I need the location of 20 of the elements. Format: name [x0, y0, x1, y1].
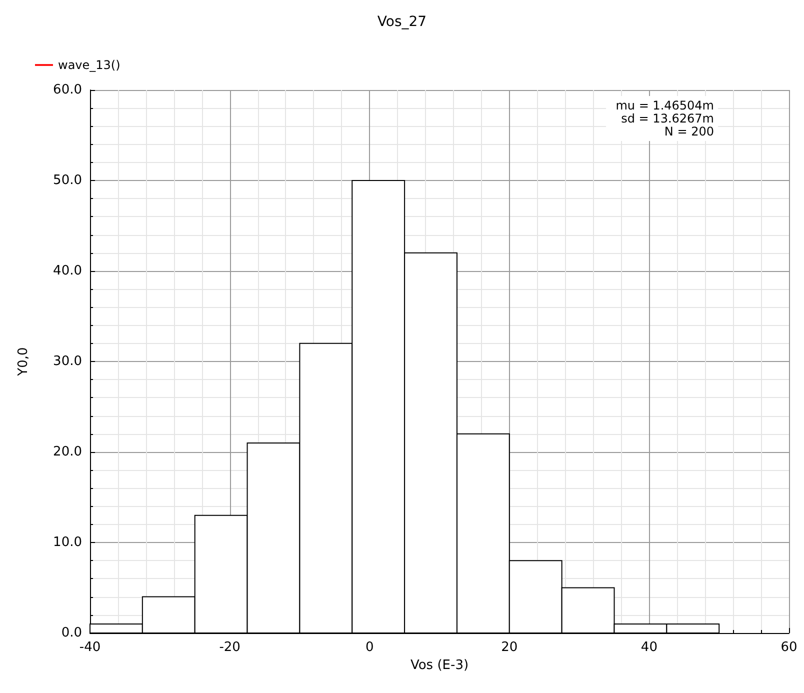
annotation: N = 200: [664, 124, 714, 138]
x-tick-label: -40: [79, 640, 101, 655]
x-axis-title: Vos (E-3): [410, 658, 469, 673]
text: wave_13(): [58, 58, 120, 72]
y-tick-label: 10.0: [53, 535, 82, 550]
chart-title: Vos_27: [377, 14, 427, 30]
y-tick-label: 0.0: [61, 626, 82, 640]
y-tick-label: 40.0: [53, 264, 82, 278]
x-tick-label: 20: [501, 640, 518, 655]
annotation: sd = 13.6267m: [621, 112, 714, 126]
y-tick-label: 60.0: [53, 82, 82, 98]
x-tick-label: -20: [219, 640, 240, 655]
y-tick-label: 30.0: [53, 354, 82, 369]
y-tick-label: 50.0: [53, 173, 82, 188]
y-axis-title: Y0,0: [16, 347, 31, 377]
y-tick-label: 20.0: [53, 444, 82, 460]
x-tick-label: 60: [780, 640, 798, 655]
annotation: mu = 1.46504m: [616, 98, 714, 112]
x-tick-label: 40: [640, 640, 658, 655]
x-tick-label: 0: [365, 640, 374, 655]
